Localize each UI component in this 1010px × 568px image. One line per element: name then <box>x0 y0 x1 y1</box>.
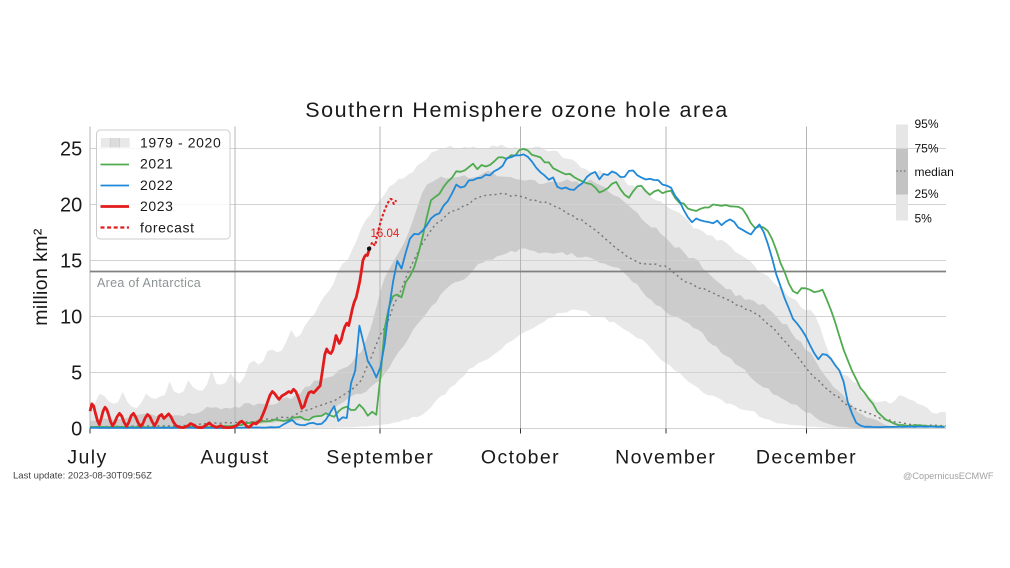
svg-text:July: July <box>67 446 107 468</box>
svg-text:10: 10 <box>60 307 82 329</box>
svg-text:16.04: 16.04 <box>371 228 400 240</box>
svg-text:15: 15 <box>60 251 82 273</box>
svg-text:20: 20 <box>60 195 82 217</box>
svg-text:December: December <box>756 446 857 468</box>
svg-text:25%: 25% <box>915 187 939 201</box>
svg-text:5%: 5% <box>915 211 933 225</box>
svg-text:Area of Antarctica: Area of Antarctica <box>97 276 201 290</box>
svg-text:95%: 95% <box>915 117 939 131</box>
svg-text:forecast: forecast <box>140 219 195 235</box>
svg-text:2023: 2023 <box>140 198 174 214</box>
svg-text:September: September <box>326 446 434 468</box>
svg-text:@CopernicusECMWF: @CopernicusECMWF <box>903 471 994 481</box>
svg-text:75%: 75% <box>915 141 939 155</box>
svg-text:million km²: million km² <box>30 228 52 326</box>
svg-text:2022: 2022 <box>140 177 174 193</box>
svg-text:5: 5 <box>71 363 82 385</box>
svg-text:25: 25 <box>60 139 82 161</box>
svg-text:median: median <box>915 165 954 179</box>
svg-text:August: August <box>200 446 269 468</box>
svg-text:0: 0 <box>71 419 82 441</box>
svg-text:2021: 2021 <box>140 156 174 172</box>
svg-text:Southern Hemisphere ozone hole: Southern Hemisphere ozone hole area <box>305 98 729 122</box>
svg-text:1979 - 2020: 1979 - 2020 <box>140 134 221 150</box>
svg-text:November: November <box>615 446 716 468</box>
svg-text:October: October <box>481 446 560 468</box>
svg-text:Last update: 2023-08-30T09:56Z: Last update: 2023-08-30T09:56Z <box>13 471 152 482</box>
